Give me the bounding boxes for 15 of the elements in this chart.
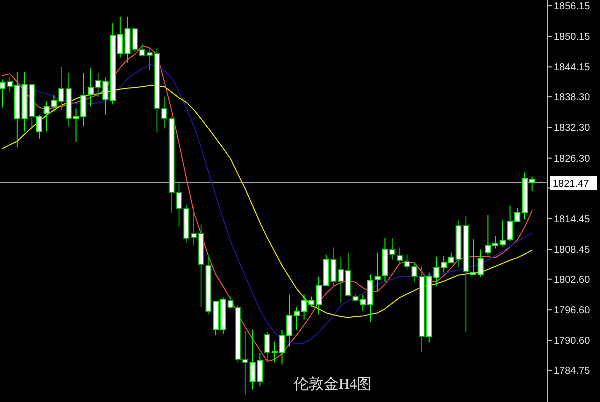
y-tick-label: 1784.75 bbox=[554, 366, 591, 378]
y-tick-label: 1826.30 bbox=[554, 154, 591, 165]
text: 伦敦金H4图 bbox=[294, 376, 372, 393]
ref-line-label: 1821.47 bbox=[553, 179, 590, 190]
ref-line-label: 1821.47 bbox=[550, 176, 597, 190]
y-tick-label: 1850.15 bbox=[554, 32, 591, 44]
y-tick-label: 1844.15 bbox=[554, 62, 591, 74]
y-tick-label: 1808.45 bbox=[554, 245, 591, 256]
y-tick-label: 1856.15 bbox=[554, 1, 591, 12]
y-tick-label: 1832.30 bbox=[554, 123, 591, 134]
y-tick-label: 1790.60 bbox=[554, 336, 591, 348]
y-tick-label: 1802.60 bbox=[554, 274, 591, 286]
y-tick-label: 1814.45 bbox=[554, 214, 591, 226]
y-tick-label: 1796.60 bbox=[554, 306, 591, 317]
y-tick-label: 1838.30 bbox=[554, 92, 591, 104]
